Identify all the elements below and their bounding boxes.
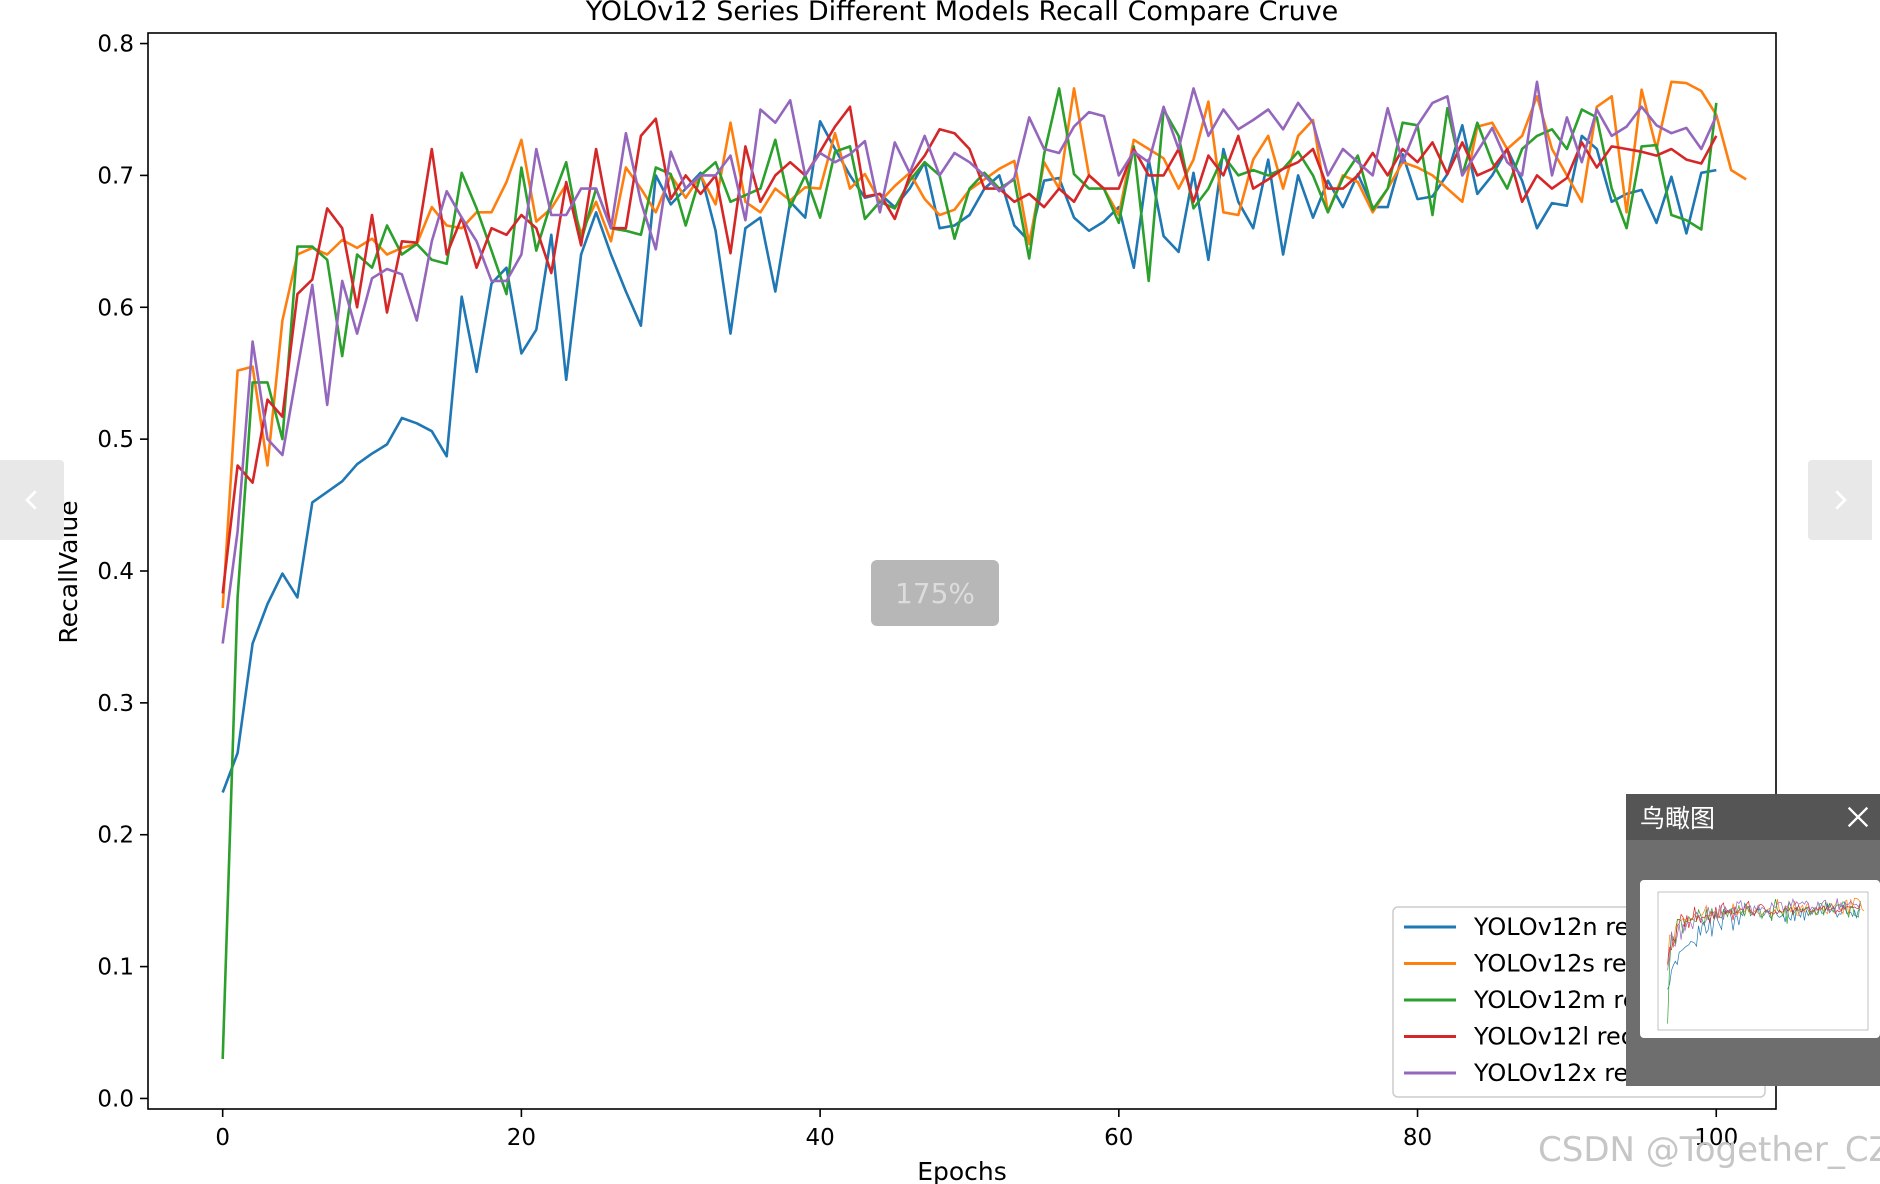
x-tick-label: 40 <box>805 1125 834 1151</box>
y-tick-label: 0.5 <box>97 427 134 453</box>
x-tick-label: 60 <box>1104 1125 1133 1151</box>
series-line-yolov12x <box>221 80 1718 644</box>
x-tick-label: 20 <box>507 1125 536 1151</box>
watermark-text: CSDN @Together_CZ <box>1538 1130 1880 1170</box>
y-tick-label: 0.1 <box>97 955 134 981</box>
axis-ticks: 0 20 40 60 80 100 0.0 0.1 0.2 0.3 0.4 0.5 0.6 0.7 0.8 <box>97 32 1738 1151</box>
series-line-yolov12m <box>221 87 1718 1059</box>
series-line-yolov12l <box>221 105 1718 594</box>
thumbnail-series-line <box>1667 897 1861 971</box>
x-axis-label: Epochs <box>917 1157 1007 1184</box>
x-tick-label: 80 <box>1403 1125 1432 1151</box>
previous-image-button[interactable] <box>0 460 64 540</box>
y-tick-label: 0.4 <box>97 559 134 585</box>
series-line-yolov12n <box>221 120 1717 793</box>
y-tick-label: 0.8 <box>97 32 134 58</box>
thumbnail-series-line <box>1667 899 1861 1024</box>
next-image-button[interactable] <box>1808 460 1872 540</box>
chevron-right-icon <box>1835 490 1847 510</box>
y-tick-label: 0.6 <box>97 295 134 321</box>
y-tick-label: 0.2 <box>97 823 134 849</box>
thumbnail-series-line <box>1667 900 1861 964</box>
overview-title: 鸟瞰图 <box>1640 804 1716 833</box>
overview-thumbnail[interactable] <box>1640 880 1880 1038</box>
y-tick-label: 0.3 <box>97 691 134 717</box>
overview-header: 鸟瞰图 <box>1626 794 1880 840</box>
zoom-level-badge: 175% <box>871 560 999 626</box>
close-icon[interactable] <box>1844 803 1872 831</box>
thumbnail-chart <box>1657 891 1869 1031</box>
chart-title: YOLOv12 Series Different Models Recall C… <box>585 0 1339 27</box>
x-tick-label: 0 <box>215 1125 230 1151</box>
y-tick-label: 0.0 <box>97 1086 134 1112</box>
overview-panel: 鸟瞰图 <box>1626 794 1880 1086</box>
y-tick-label: 0.7 <box>97 163 134 189</box>
chevron-left-icon <box>25 490 37 510</box>
series-lines <box>221 80 1747 1059</box>
x-tick-label: 100 <box>1694 1125 1738 1151</box>
